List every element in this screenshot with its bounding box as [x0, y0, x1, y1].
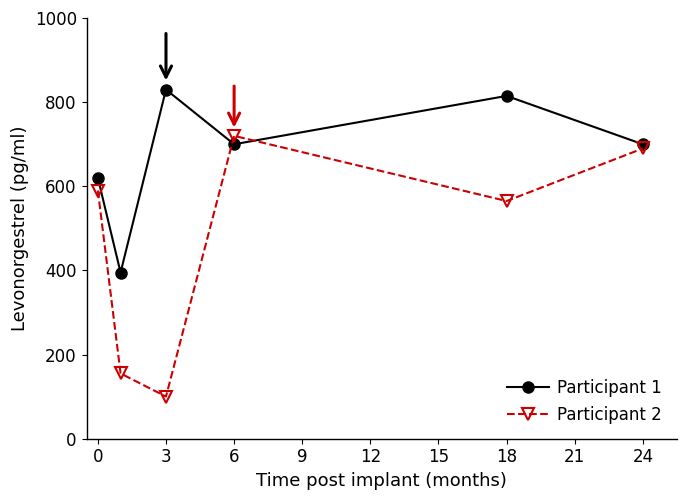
Y-axis label: Levonorgestrel (pg/ml): Levonorgestrel (pg/ml) [11, 126, 29, 331]
Participant 2 [162, 394, 170, 400]
Participant 2 [116, 370, 125, 376]
Line: Participant 1: Participant 1 [92, 84, 648, 278]
Participant 1 [162, 87, 170, 93]
Line: Participant 2: Participant 2 [92, 130, 648, 402]
Participant 2 [94, 187, 102, 193]
Participant 2 [638, 145, 647, 151]
Participant 2 [230, 133, 238, 139]
Participant 1 [116, 270, 125, 276]
Participant 1 [94, 175, 102, 181]
Legend: Participant 1, Participant 2: Participant 1, Participant 2 [500, 373, 669, 430]
Participant 2 [502, 198, 510, 204]
Participant 1 [230, 141, 238, 147]
X-axis label: Time post implant (months): Time post implant (months) [256, 472, 507, 490]
Participant 1 [638, 141, 647, 147]
Participant 1 [502, 93, 510, 99]
